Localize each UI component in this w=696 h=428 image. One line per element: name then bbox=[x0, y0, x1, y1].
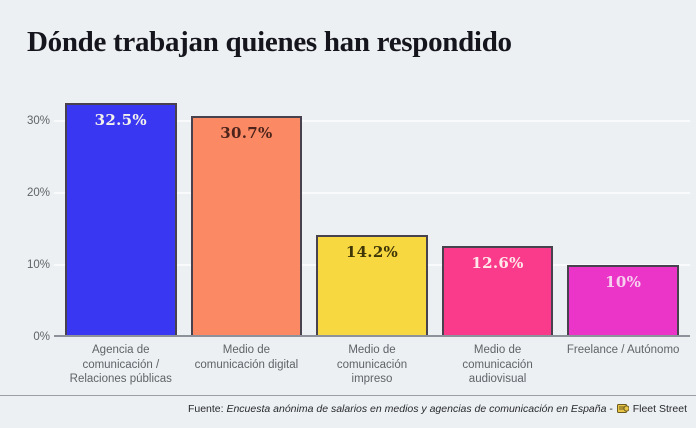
x-axis-category-label: Medio de comunicación audiovisual bbox=[462, 344, 533, 385]
bar-value-label: 32.5% bbox=[94, 110, 147, 129]
bar: 30.7% bbox=[190, 115, 303, 337]
y-tick-label: 30% bbox=[26, 114, 50, 127]
bar-value-label: 12.6% bbox=[471, 254, 524, 273]
y-tick-label: 20% bbox=[26, 186, 50, 199]
source-prefix: Fuente: bbox=[187, 403, 227, 415]
x-axis-category-label: Agencia de comunicación / Relaciones púb… bbox=[69, 344, 172, 385]
newspaper-icon bbox=[616, 404, 629, 413]
x-axis-category-label: Freelance / Autónomo bbox=[566, 344, 680, 356]
bar-slot: 12.6% bbox=[435, 95, 561, 337]
bar: 12.6% bbox=[441, 246, 554, 337]
source-name: Encuesta anónima de salarios en medios y… bbox=[226, 403, 607, 415]
bar-value-label: 14.2% bbox=[345, 242, 399, 261]
bar: 14.2% bbox=[316, 234, 428, 337]
bar-value-label: 10% bbox=[605, 272, 642, 291]
plot-area: 32.5% 30.7% 14.2% 12.6% 10% bbox=[54, 95, 690, 337]
chart-title: Dónde trabajan quienes han respondido bbox=[27, 26, 512, 58]
bar: 32.5% bbox=[65, 102, 177, 337]
bars-layer: 32.5% 30.7% 14.2% 12.6% 10% bbox=[58, 95, 686, 337]
footer-divider bbox=[0, 395, 696, 396]
y-tick-label: 10% bbox=[26, 258, 50, 271]
source-footer: Fuente: Encuesta anónima de salarios en … bbox=[188, 403, 687, 415]
source-separator: - bbox=[606, 403, 616, 415]
x-axis-category-label: Medio de comunicación digital bbox=[194, 344, 299, 371]
bar-slot: 30.7% bbox=[184, 95, 310, 337]
bar-value-label: 30.7% bbox=[220, 123, 273, 142]
x-axis-labels: Agencia de comunicación / Relaciones púb… bbox=[58, 343, 686, 387]
bar-slot: 32.5% bbox=[58, 95, 184, 337]
bar-chart: 0% 10% 20% 30% 32.5% 30.7% 14.2% 12.6% 10% bbox=[0, 95, 696, 343]
y-tick-label: 0% bbox=[33, 331, 50, 343]
x-axis-line bbox=[54, 335, 690, 337]
bar-slot: 10% bbox=[560, 95, 686, 337]
gridline bbox=[54, 119, 690, 122]
bar: 10% bbox=[567, 264, 679, 337]
gridline bbox=[54, 191, 690, 194]
bar-slot: 14.2% bbox=[309, 95, 435, 337]
y-axis: 0% 10% 20% 30% bbox=[0, 95, 52, 343]
source-brand: Fleet Street bbox=[632, 403, 687, 415]
x-axis-category-label: Medio de comunicación impreso bbox=[336, 344, 408, 385]
